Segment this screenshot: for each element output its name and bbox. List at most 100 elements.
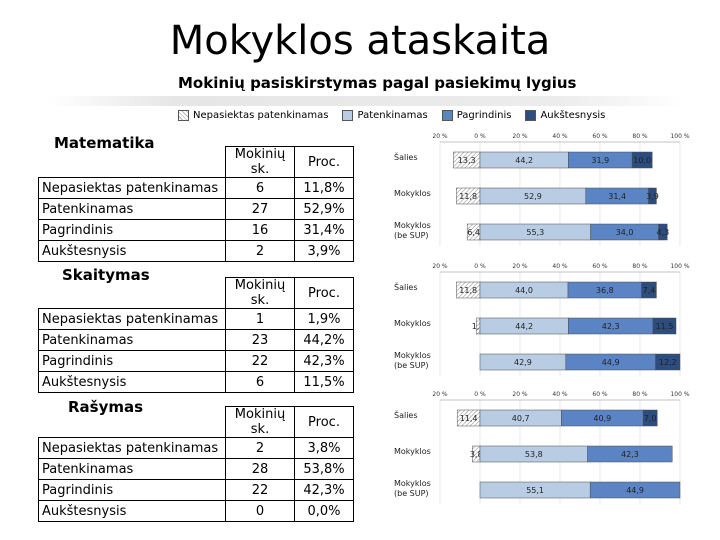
data-label: 3,8 bbox=[470, 450, 483, 459]
data-label: 44,0 bbox=[515, 286, 533, 295]
data-label: 12,2 bbox=[659, 358, 677, 367]
row-count: 6 bbox=[225, 177, 295, 199]
category-label: Šalies bbox=[394, 151, 418, 162]
data-label: 11,5 bbox=[656, 322, 674, 331]
row-label: Aukštesnysis bbox=[38, 500, 226, 522]
table-header-percent: Proc. bbox=[294, 146, 354, 178]
data-label: 11,8 bbox=[459, 286, 477, 295]
table-row: Pagrindinis 16 31,4% bbox=[38, 219, 354, 241]
legend-swatch bbox=[525, 109, 537, 121]
table-row: Patenkinamas 23 44,2% bbox=[38, 329, 354, 351]
row-percent: 1,9% bbox=[294, 308, 354, 330]
x-tick-label: 20 % bbox=[512, 263, 528, 270]
category-label: Šalies bbox=[394, 281, 418, 292]
legend-item: Pagrindinis bbox=[441, 109, 511, 121]
x-tick-label: 20 % bbox=[432, 133, 448, 140]
table-row: Patenkinamas 28 53,8% bbox=[38, 458, 354, 480]
bar-segment bbox=[589, 481, 681, 499]
category-label: Šalies bbox=[394, 409, 418, 420]
table-header-count: Mokinių sk. bbox=[225, 277, 295, 309]
table-row: Patenkinamas 27 52,9% bbox=[38, 198, 354, 220]
chart-legend: Nepasiektas patenkinamas Patenkinamas Pa… bbox=[178, 108, 684, 122]
data-label: 52,9 bbox=[524, 192, 542, 201]
category-label: Mokyklos bbox=[394, 479, 431, 488]
data-label: 53,8 bbox=[525, 450, 543, 459]
x-tick-label: 40 % bbox=[552, 263, 568, 270]
bar-segment bbox=[655, 353, 681, 371]
row-label: Patenkinamas bbox=[38, 198, 226, 220]
table-header-percent: Proc. bbox=[294, 277, 354, 309]
table-rasymas: Mokinių sk. Proc. Nepasiektas patenkinama… bbox=[38, 406, 354, 522]
row-count: 23 bbox=[225, 329, 295, 351]
data-label: 44,2 bbox=[515, 156, 533, 165]
category-label: (be SUP) bbox=[394, 361, 429, 370]
category-label: Mokyklos bbox=[394, 351, 431, 360]
x-tick-label: 20 % bbox=[432, 263, 448, 270]
legend-item: Patenkinamas bbox=[342, 109, 428, 121]
data-label: 44,2 bbox=[515, 322, 533, 331]
table-row: Pagrindinis 22 42,3% bbox=[38, 350, 354, 372]
row-label: Aukštesnysis bbox=[38, 240, 226, 262]
data-label: 3,9 bbox=[646, 192, 659, 201]
bar-segment bbox=[652, 317, 677, 335]
data-label: 36,8 bbox=[596, 286, 614, 295]
data-label: 40,9 bbox=[593, 414, 611, 423]
table-header-count: Mokinių sk. bbox=[225, 146, 295, 178]
table-row: Pagrindinis 22 42,3% bbox=[38, 479, 354, 501]
data-label: 7,4 bbox=[643, 286, 656, 295]
legend-label: Aukštesnysis bbox=[540, 109, 606, 121]
table-matematika: Mokinių sk. Proc. Nepasiektas patenkinama… bbox=[38, 146, 354, 262]
row-count: 1 bbox=[225, 308, 295, 330]
data-label: 42,9 bbox=[514, 358, 532, 367]
x-tick-label: 60 % bbox=[592, 391, 608, 398]
table-header-blank bbox=[38, 146, 226, 178]
legend-label: Patenkinamas bbox=[357, 109, 428, 121]
row-percent: 3,9% bbox=[294, 240, 354, 262]
table-header-blank bbox=[38, 277, 226, 309]
bar-segment bbox=[587, 445, 673, 463]
row-percent: 3,8% bbox=[294, 437, 354, 459]
table-row: Aukštesnysis 6 11,5% bbox=[38, 371, 354, 393]
x-tick-label: 100 % bbox=[670, 133, 689, 140]
row-label: Nepasiektas patenkinamas bbox=[38, 177, 226, 199]
data-label: 4,3 bbox=[657, 228, 670, 237]
row-label: Aukštesnysis bbox=[38, 371, 226, 393]
row-percent: 11,8% bbox=[294, 177, 354, 199]
x-tick-label: 100 % bbox=[670, 263, 689, 270]
row-percent: 42,3% bbox=[294, 479, 354, 501]
table-row: Nepasiektas patenkinamas 6 11,8% bbox=[38, 177, 354, 199]
header-strip bbox=[48, 96, 684, 106]
bar-segment bbox=[631, 151, 653, 169]
table-skaitymas: Mokinių sk. Proc. Nepasiektas patenkinama… bbox=[38, 277, 354, 393]
legend-swatch bbox=[441, 109, 453, 121]
data-label: 44,9 bbox=[626, 486, 644, 495]
row-count: 16 bbox=[225, 219, 295, 241]
legend-item: Nepasiektas patenkinamas bbox=[178, 109, 329, 121]
data-label: 11,8 bbox=[459, 192, 477, 201]
x-tick-label: 80 % bbox=[632, 263, 648, 270]
data-label: 42,3 bbox=[602, 322, 620, 331]
stacked-bar-charts: 20 % 0 % 20 % 40 % 60 % 80 % 100 % Šalies 13,3 44… bbox=[394, 133, 690, 504]
data-label: 55,3 bbox=[526, 228, 544, 237]
data-label: 7,0 bbox=[644, 414, 657, 423]
page-title: Mokyklos ataskaita bbox=[169, 18, 551, 64]
x-tick-label: 20 % bbox=[432, 391, 448, 398]
row-percent: 11,5% bbox=[294, 371, 354, 393]
data-label: 42,3 bbox=[621, 450, 639, 459]
row-label: Pagrindinis bbox=[38, 219, 226, 241]
x-tick-label: 0 % bbox=[474, 263, 486, 270]
row-count: 22 bbox=[225, 479, 295, 501]
row-count: 27 bbox=[225, 198, 295, 220]
table-header-count: Mokinių sk. bbox=[225, 406, 295, 438]
row-label: Patenkinamas bbox=[38, 458, 226, 480]
table-row: Nepasiektas patenkinamas 2 3,8% bbox=[38, 437, 354, 459]
row-label: Pagrindinis bbox=[38, 479, 226, 501]
legend-label: Nepasiektas patenkinamas bbox=[193, 109, 329, 121]
table-header-percent: Proc. bbox=[294, 406, 354, 438]
row-percent: 42,3% bbox=[294, 350, 354, 372]
row-count: 0 bbox=[225, 500, 295, 522]
row-label: Pagrindinis bbox=[38, 350, 226, 372]
category-label: Mokyklos bbox=[394, 319, 431, 328]
x-tick-label: 60 % bbox=[592, 133, 608, 140]
table-row: Aukštesnysis 0 0,0% bbox=[38, 500, 354, 522]
